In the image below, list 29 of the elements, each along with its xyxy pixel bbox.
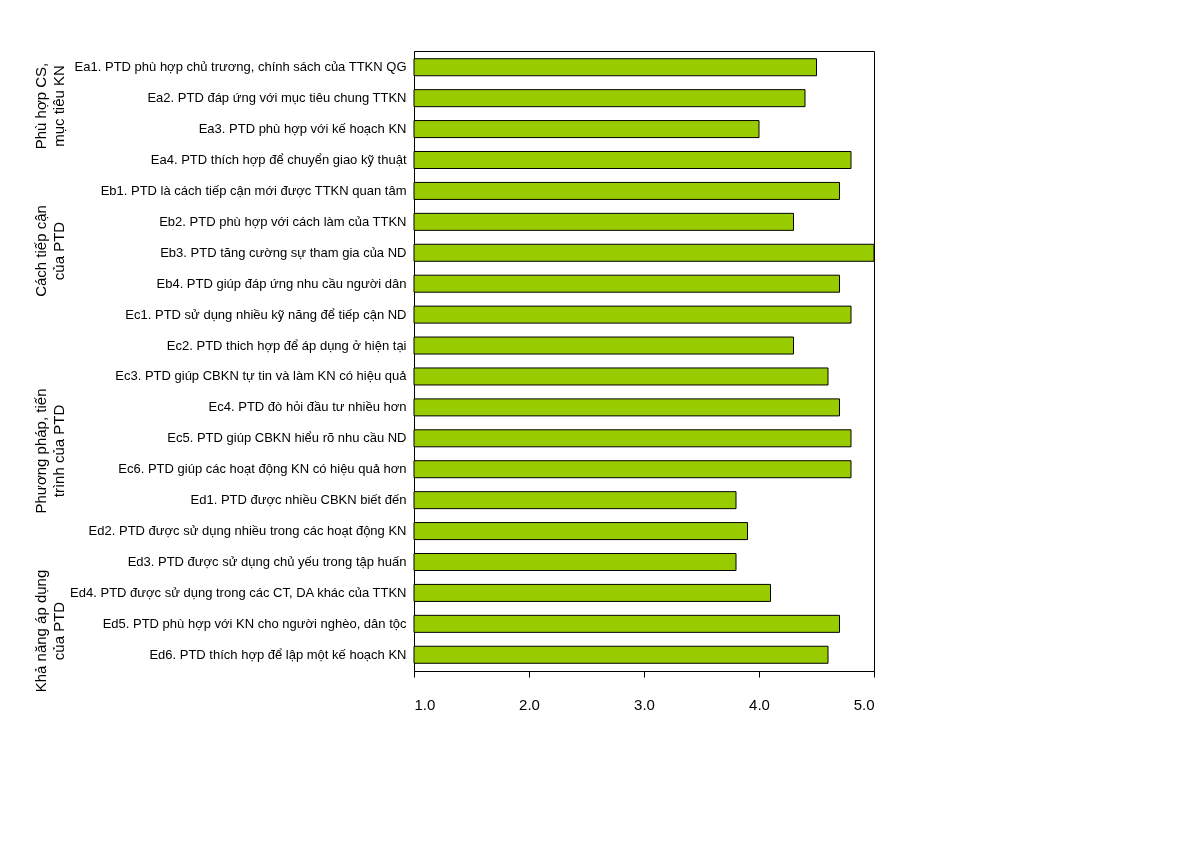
- x-tick-label: 4.0: [749, 695, 770, 713]
- x-tick-label: 5.0: [853, 695, 875, 713]
- y-tick-label: Eb1. PTD là cách tiếp cận mới được TTKN quan tâm: [100, 182, 407, 198]
- text: Phù hợp CS, mục tiêu KN: [32, 62, 67, 150]
- text: Khả năng áp dụng của PTD: [32, 569, 67, 693]
- y-tick-label: Ec6. PTD giúp các hoạt động KN có hiệu quả hơn: [118, 461, 407, 477]
- text: Phương pháp, tiến trình của PTD: [32, 388, 67, 514]
- y-tick-label: Ea3. PTD phù hợp với kế hoạch KN: [198, 121, 407, 137]
- y-tick-label: Ea1. PTD phù hợp chủ trương, chính sách của TTKN QG: [74, 59, 407, 75]
- y-tick-label: Ed1. PTD được nhiều CBKN biết đến: [190, 492, 407, 508]
- x-tick-label: 3.0: [634, 695, 655, 713]
- y-tick-label: Ea4. PTD thích hợp để chuyển giao kỹ thuật: [150, 152, 407, 167]
- y-tick-label: Eb3. PTD tăng cường sự tham gia của ND: [160, 244, 407, 260]
- x-tick-label: 1.0: [414, 695, 436, 713]
- y-tick-label: Ed2. PTD được sử dụng nhiều trong các hoạt động KN: [88, 523, 407, 539]
- y-tick-label: Ec1. PTD sử dụng nhiều kỹ năng để tiếp cận ND: [125, 306, 407, 322]
- y-tick-label: Ed6. PTD thích hợp để lập một kế hoạch KN: [149, 646, 407, 662]
- y-tick-label: Ed5. PTD phù hợp với KN cho người nghèo, dân tộc: [102, 615, 407, 631]
- x-tick-label: 2.0: [519, 695, 540, 713]
- y-tick-label: Eb2. PTD phù hợp với cách làm của TTKN: [159, 213, 407, 229]
- y-tick-label: Ed4. PTD được sử dụng trong các CT, DA khác của TTKN: [70, 584, 407, 600]
- text: Cách tiếp cận của PTD: [32, 205, 67, 297]
- y-tick-label: Ec2. PTD thich hợp để áp dụng ở hiện tại: [166, 337, 407, 353]
- y-tick-label: Ea2. PTD đáp ứng với mục tiêu chung TTKN: [147, 90, 407, 106]
- y-tick-label: Ec5. PTD giúp CBKN hiểu rõ nhu cầu ND: [167, 430, 407, 446]
- y-tick-label: Ec3. PTD giúp CBKN tự tin và làm KN có hiệu quả: [115, 368, 408, 384]
- y-tick-label: Ec4. PTD đò hỏi đầu tư nhiều hơn: [208, 399, 407, 415]
- y-tick-label: Ed3. PTD được sử dụng chủ yếu trong tập huấn: [127, 554, 407, 569]
- y-tick-label: Eb4. PTD giúp đáp ứng nhu cầu người dân: [156, 275, 407, 291]
